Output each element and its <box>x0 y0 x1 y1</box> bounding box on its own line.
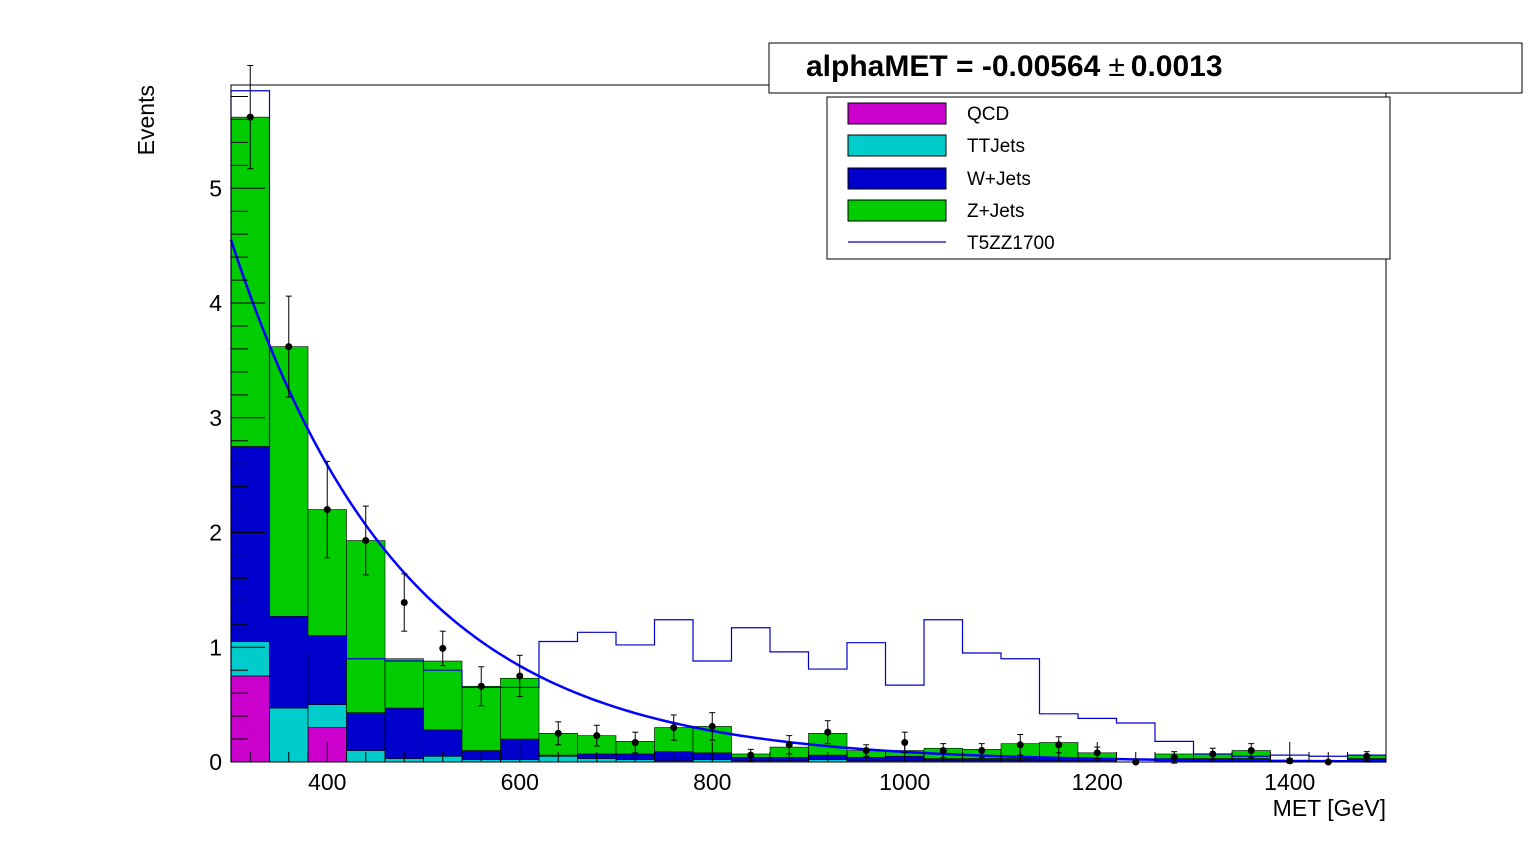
data-point-7 <box>516 672 524 680</box>
legend-swatch-ttjets <box>847 134 947 157</box>
legend-label-wjets: W+Jets <box>967 169 1031 190</box>
data-point-20 <box>1016 741 1024 749</box>
data-point-8 <box>554 729 562 737</box>
data-point-11 <box>670 724 678 732</box>
data-point-3 <box>362 537 370 545</box>
y-tick-label-4: 4 <box>209 290 222 316</box>
data-point-6 <box>477 682 485 690</box>
data-point-21 <box>1055 741 1063 749</box>
y-axis-title: Events <box>133 85 159 155</box>
data-point-26 <box>1247 747 1255 755</box>
title-box-frame <box>768 42 1523 94</box>
y-tick-label-3: 3 <box>209 405 222 431</box>
bar-wjets-4 <box>384 707 424 759</box>
title-box: alphaMET = -0.00564 ±0.0013 <box>768 42 1523 94</box>
legend-label-ttjets: TTJets <box>967 136 1025 157</box>
y-tick-label-5: 5 <box>209 175 222 201</box>
legend-swatch-wjets <box>847 167 947 190</box>
y-tick-label-1: 1 <box>209 634 222 660</box>
y-tick-label-0: 0 <box>209 749 222 775</box>
bar-zjets-5 <box>423 660 463 731</box>
bar-wjets-3 <box>346 712 386 751</box>
x-tick-label-1000: 1000 <box>879 769 930 795</box>
data-point-1 <box>285 343 293 351</box>
signal-line <box>230 90 1386 762</box>
data-point-4 <box>400 599 408 607</box>
x-tick-label-600: 600 <box>501 769 539 795</box>
signal-histogram <box>230 90 1386 762</box>
bar-zjets-4 <box>384 658 424 709</box>
legend-label-zjets: Z+Jets <box>967 201 1025 222</box>
data-point-10 <box>631 738 639 746</box>
data-point-16 <box>862 747 870 755</box>
legend-swatch-qcd <box>847 102 947 125</box>
x-tick-label-400: 400 <box>308 769 346 795</box>
data-point-0 <box>246 113 254 121</box>
legend-swatch-zjets <box>847 199 947 222</box>
data-point-19 <box>978 747 986 755</box>
data-point-18 <box>939 747 947 755</box>
data-point-14 <box>785 741 793 749</box>
data-point-15 <box>824 728 832 736</box>
title-name: alphaMET = -0.00564 <box>806 50 1101 83</box>
y-axis: 0 1 2 3 4 5 <box>209 95 265 775</box>
x-tick-label-1400: 1400 <box>1264 769 1315 795</box>
bar-wjets-2 <box>307 635 347 705</box>
chart-title: alphaMET = -0.00564 ±0.0013 <box>806 50 1223 83</box>
legend-label-qcd: QCD <box>967 104 1009 125</box>
x-tick-label-800: 800 <box>693 769 731 795</box>
data-point-5 <box>439 644 447 652</box>
x-axis-title: MET [GeV] <box>1273 795 1386 821</box>
bar-qcd-0 <box>230 675 270 763</box>
title-error: 0.0013 <box>1131 50 1223 83</box>
data-point-9 <box>593 732 601 740</box>
bar-wjets-1 <box>269 615 309 709</box>
x-tick-label-1200: 1200 <box>1072 769 1123 795</box>
y-tick-label-2: 2 <box>209 520 222 546</box>
x-axis: 400 600 800 1000 1200 1400 <box>230 742 1387 795</box>
bar-ttjets-0 <box>230 641 270 677</box>
bar-wjets-0 <box>230 446 270 642</box>
bar-ttjets-2 <box>307 704 347 728</box>
data-point-12 <box>708 722 716 730</box>
title-plusminus: ± <box>1108 50 1124 83</box>
data-point-2 <box>323 506 331 514</box>
legend-label-signal: T5ZZ1700 <box>967 233 1055 254</box>
legend: QCD TTJets W+Jets Z+Jets T5ZZ1700 <box>826 96 1391 260</box>
